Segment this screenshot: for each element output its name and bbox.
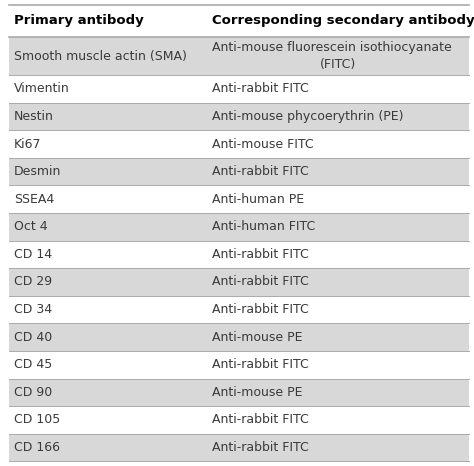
Bar	[9, 158, 469, 185]
Bar	[9, 351, 469, 378]
Text: Smooth muscle actin (SMA): Smooth muscle actin (SMA)	[14, 49, 187, 62]
Text: Nestin: Nestin	[14, 110, 54, 123]
Text: Anti-human FITC: Anti-human FITC	[212, 220, 315, 233]
Text: CD 29: CD 29	[14, 275, 52, 288]
Text: Anti-mouse FITC: Anti-mouse FITC	[212, 137, 313, 151]
Text: Desmin: Desmin	[14, 165, 62, 178]
Text: Anti-rabbit FITC: Anti-rabbit FITC	[212, 303, 309, 316]
Text: Anti-mouse PE: Anti-mouse PE	[212, 331, 302, 344]
Text: Anti-rabbit FITC: Anti-rabbit FITC	[212, 358, 309, 371]
Bar	[9, 130, 469, 158]
Text: CD 105: CD 105	[14, 413, 60, 426]
Text: Corresponding secondary antibody: Corresponding secondary antibody	[212, 14, 474, 27]
Text: CD 90: CD 90	[14, 386, 52, 399]
Bar	[9, 434, 469, 461]
Text: CD 40: CD 40	[14, 331, 52, 344]
Bar	[9, 296, 469, 323]
Text: CD 166: CD 166	[14, 441, 60, 454]
Bar	[9, 75, 469, 103]
Text: Anti-rabbit FITC: Anti-rabbit FITC	[212, 82, 309, 96]
Text: Anti-rabbit FITC: Anti-rabbit FITC	[212, 441, 309, 454]
Text: SSEA4: SSEA4	[14, 193, 55, 206]
Text: Anti-mouse phycoerythrin (PE): Anti-mouse phycoerythrin (PE)	[212, 110, 403, 123]
Text: (FITC): (FITC)	[320, 58, 356, 71]
Text: Anti-rabbit FITC: Anti-rabbit FITC	[212, 248, 309, 261]
Bar	[9, 406, 469, 434]
Text: Anti-rabbit FITC: Anti-rabbit FITC	[212, 413, 309, 426]
Text: Vimentin: Vimentin	[14, 82, 70, 96]
Text: Ki67: Ki67	[14, 137, 42, 151]
Text: Oct 4: Oct 4	[14, 220, 48, 233]
Bar	[9, 103, 469, 130]
Text: Anti-mouse PE: Anti-mouse PE	[212, 386, 302, 399]
Text: CD 14: CD 14	[14, 248, 52, 261]
Text: Anti-rabbit FITC: Anti-rabbit FITC	[212, 275, 309, 288]
Bar	[9, 268, 469, 296]
Text: Anti-mouse fluorescein isothiocyanate: Anti-mouse fluorescein isothiocyanate	[212, 41, 452, 54]
Text: Anti-human PE: Anti-human PE	[212, 193, 304, 206]
Bar	[9, 378, 469, 406]
Bar	[9, 185, 469, 213]
Bar	[9, 240, 469, 268]
Text: Anti-rabbit FITC: Anti-rabbit FITC	[212, 165, 309, 178]
Bar	[9, 37, 469, 75]
Text: CD 34: CD 34	[14, 303, 52, 316]
Text: CD 45: CD 45	[14, 358, 52, 371]
Bar	[9, 213, 469, 240]
Bar	[9, 323, 469, 351]
Text: Primary antibody: Primary antibody	[14, 14, 144, 27]
